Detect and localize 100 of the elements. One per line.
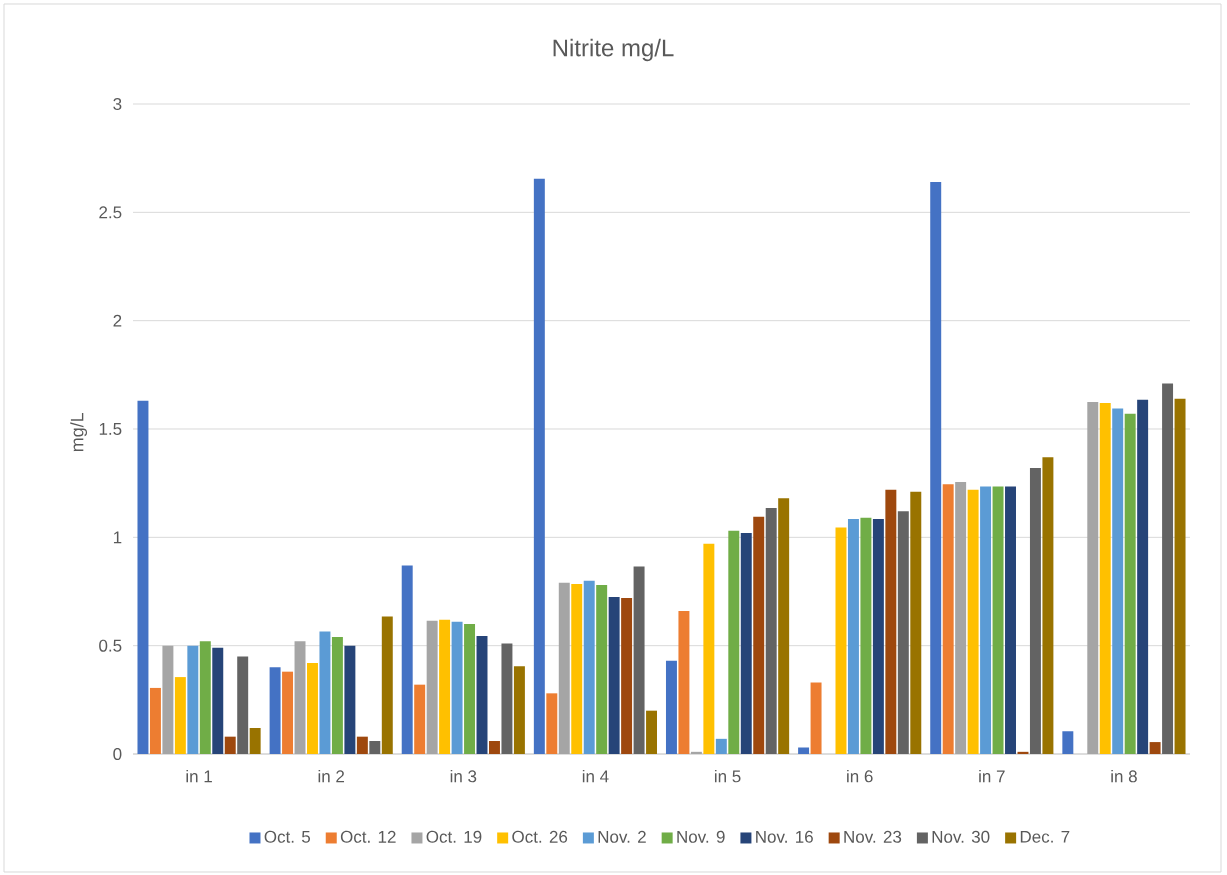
bar — [426, 620, 438, 754]
bar — [621, 598, 633, 754]
x-tick-label: in 7 — [979, 769, 1005, 783]
bar — [885, 489, 897, 754]
bar — [1042, 457, 1054, 754]
bar — [331, 637, 343, 754]
bar — [1174, 398, 1186, 754]
bar — [678, 611, 690, 754]
bar — [872, 518, 884, 754]
bar — [1062, 731, 1074, 754]
bar — [1017, 751, 1029, 754]
bar — [451, 621, 463, 754]
x-tick-label: in 2 — [318, 769, 345, 783]
bar — [967, 489, 979, 754]
bar — [439, 619, 451, 754]
bar — [778, 498, 790, 754]
bar — [464, 624, 476, 754]
legend-label: Oct. 26 — [512, 830, 568, 843]
bar — [162, 645, 174, 754]
bar — [1124, 413, 1136, 754]
bar — [665, 660, 677, 754]
legend-label: Nov. 9 — [677, 830, 725, 843]
bar — [910, 491, 922, 754]
bar — [356, 736, 368, 754]
legend-label: Nov. 23 — [844, 830, 902, 843]
bar — [224, 736, 236, 754]
bar — [513, 666, 525, 754]
bar — [646, 710, 658, 754]
bar — [187, 645, 199, 754]
bar — [690, 751, 702, 754]
bar — [212, 647, 224, 754]
legend-label: Oct. 19 — [426, 830, 482, 843]
bar — [319, 631, 331, 754]
bar — [294, 641, 306, 754]
bar — [488, 741, 500, 754]
bar — [1137, 399, 1149, 754]
bar — [282, 671, 294, 754]
legend-label: Nov. 2 — [598, 830, 646, 843]
bar — [1099, 403, 1111, 754]
y-axis-title: mg/L — [70, 412, 88, 452]
legend-label: Dec. 7 — [1020, 830, 1070, 843]
bar — [740, 533, 752, 754]
bar — [765, 508, 777, 754]
y-tick-label: 1.5 — [99, 423, 122, 435]
bar — [401, 565, 413, 754]
bar — [501, 643, 513, 754]
bar — [1112, 408, 1124, 754]
bar — [798, 747, 810, 754]
bar — [1162, 383, 1174, 754]
bar — [703, 543, 715, 754]
bar — [369, 741, 381, 754]
bar — [897, 511, 909, 754]
bar — [992, 486, 1004, 754]
y-tick-label: 1 — [113, 531, 122, 544]
x-tick-label: in 3 — [450, 769, 477, 783]
bar — [1149, 742, 1161, 754]
y-tick-label: 0 — [113, 747, 122, 761]
bar — [307, 663, 318, 754]
bar — [237, 656, 249, 754]
bar — [715, 738, 727, 754]
bar — [860, 517, 872, 754]
bar — [847, 518, 859, 754]
bar — [980, 486, 992, 754]
bar — [476, 635, 488, 754]
bar — [1087, 401, 1099, 754]
y-tick-label: 2 — [113, 314, 122, 327]
bar — [149, 687, 161, 754]
bar — [835, 527, 847, 754]
bar — [942, 484, 954, 754]
bar — [608, 596, 620, 754]
bar — [930, 182, 942, 754]
bar — [199, 641, 211, 754]
x-tick-label: in 5 — [714, 769, 741, 783]
bar — [583, 580, 595, 754]
y-tick-label: 2.5 — [99, 206, 122, 219]
x-tick-label: in 4 — [582, 769, 609, 783]
y-tick-label: 3 — [113, 97, 122, 111]
y-tick-label: 0.5 — [99, 639, 122, 652]
bar — [546, 693, 558, 754]
bar — [558, 582, 570, 754]
bar — [344, 645, 356, 754]
bar — [571, 583, 583, 754]
bar — [728, 530, 740, 754]
bar — [533, 178, 545, 754]
x-tick-label: in 1 — [186, 769, 212, 783]
bar — [414, 684, 426, 754]
bar — [381, 616, 393, 754]
bar — [1029, 468, 1041, 754]
x-tick-label: in 8 — [1111, 769, 1137, 783]
chart-title: Nitrite mg/L — [553, 38, 674, 62]
bar — [633, 566, 645, 754]
bar — [1005, 486, 1016, 754]
legend-label: Oct. 5 — [264, 830, 311, 843]
legend-label: Nov. 30 — [932, 830, 990, 843]
bar — [249, 728, 261, 754]
bar — [955, 482, 967, 754]
bar — [269, 667, 281, 754]
legend-label: Nov. 16 — [756, 830, 813, 843]
bar — [596, 585, 608, 754]
bar — [174, 677, 186, 754]
